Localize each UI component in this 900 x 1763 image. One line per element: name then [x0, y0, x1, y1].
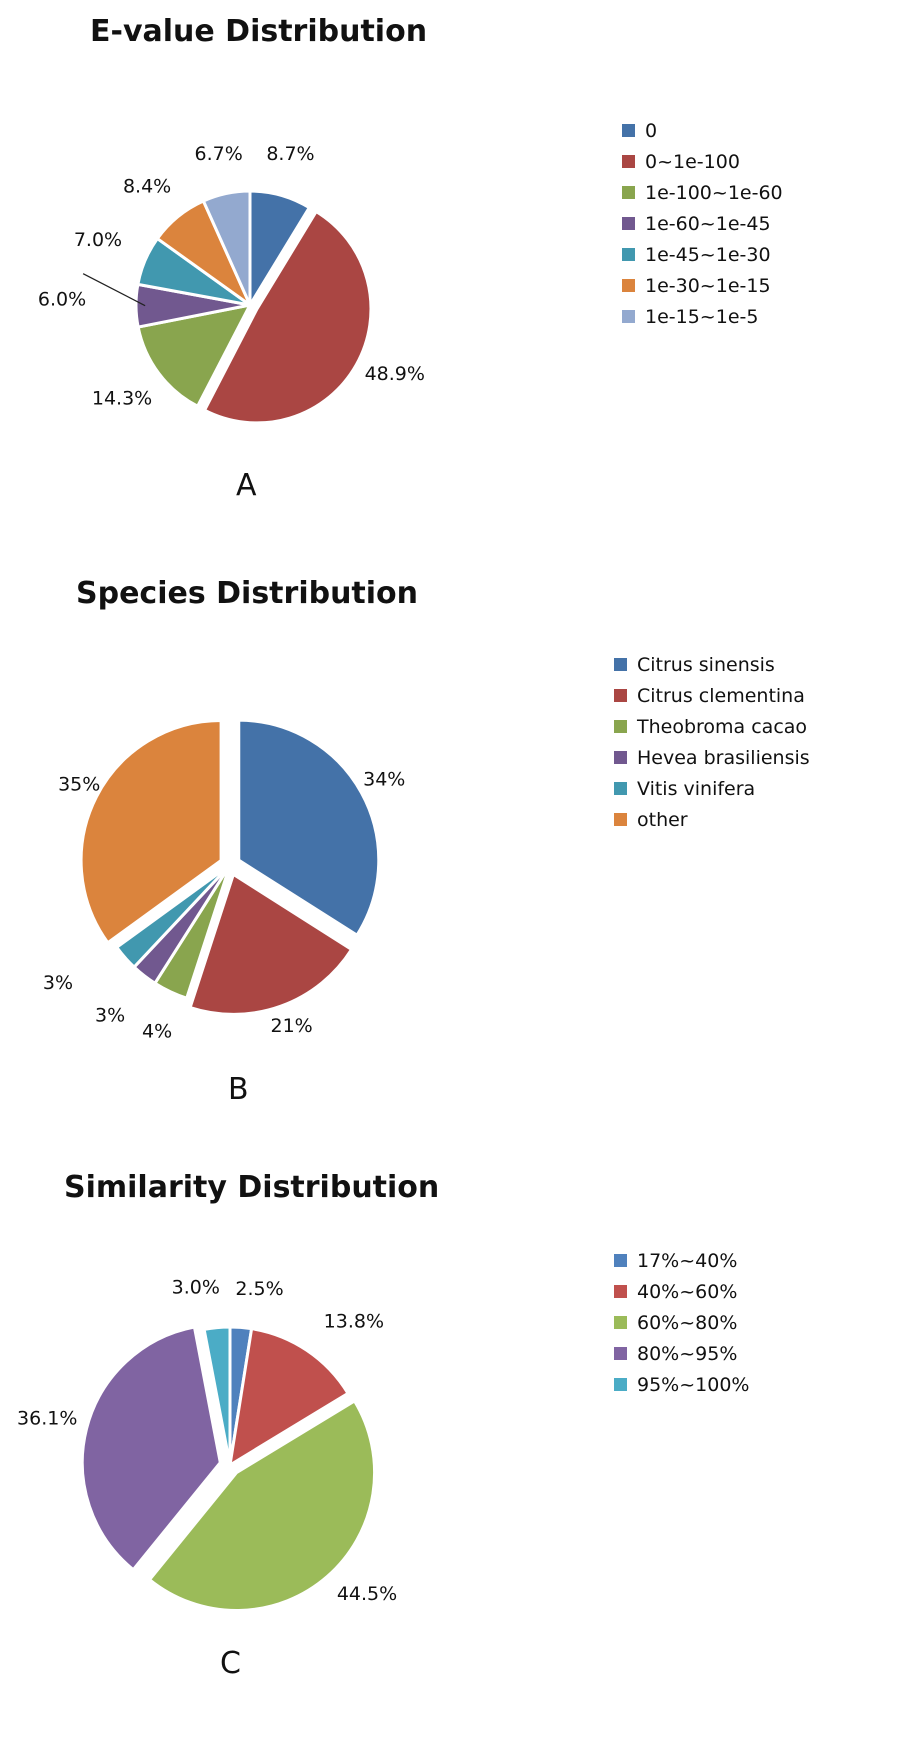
legend-item: 1e-60~1e-45	[622, 208, 783, 239]
legend-swatch	[622, 124, 635, 137]
legend-item: 0~1e-100	[622, 146, 783, 177]
panel-label: A	[236, 468, 257, 503]
pie-slice-2	[136, 303, 252, 408]
legend-item: 95%~100%	[614, 1369, 749, 1400]
data-label-0: 34%	[363, 769, 405, 791]
similarity-chart-panel: Similarity Distribution 2.5% 13.8% 44.5% 36…	[0, 1160, 900, 1763]
legend-label: Hevea brasiliensis	[637, 746, 810, 769]
legend-label: Theobroma cacao	[637, 715, 808, 738]
data-label-1: 13.8%	[324, 1311, 384, 1333]
legend-label: 1e-15~1e-5	[645, 305, 759, 328]
legend-swatch	[614, 813, 627, 826]
legend-label: 1e-60~1e-45	[645, 212, 771, 235]
data-label-0: 8.7%	[266, 143, 314, 165]
chart-title: E-value Distribution	[90, 14, 428, 49]
legend-label: 1e-30~1e-15	[645, 274, 771, 297]
leader-line	[82, 273, 146, 307]
data-label-3: 36.1%	[17, 1407, 77, 1429]
legend-swatch	[614, 1347, 627, 1360]
legend-swatch	[614, 720, 627, 733]
species-pie-chart: 34% 21% 4% 3% 3% 35%	[43, 718, 405, 1043]
legend-item: Citrus sinensis	[614, 649, 810, 680]
legend-swatch	[622, 279, 635, 292]
data-label-3: 3%	[95, 1005, 125, 1027]
legend-swatch	[614, 751, 627, 764]
panel-label: C	[220, 1646, 241, 1681]
legend-swatch	[622, 248, 635, 261]
legend-item: Vitis vinifera	[614, 773, 810, 804]
pie-slice-1	[188, 872, 354, 1016]
species-legend: Citrus sinensis Citrus clementina Theobrom…	[614, 649, 810, 835]
legend-swatch	[614, 1254, 627, 1267]
legend-label: 0~1e-100	[645, 150, 740, 173]
evalue-chart-panel: E-value Distribution 8.7% 48.9% 14.3% 6.0% 7…	[0, 0, 900, 560]
panel-label: B	[228, 1072, 249, 1107]
legend-label: Citrus clementina	[637, 684, 805, 707]
legend-swatch	[614, 782, 627, 795]
legend-label: 60%~80%	[637, 1311, 738, 1334]
legend-item: Hevea brasiliensis	[614, 742, 810, 773]
legend-item: 1e-30~1e-15	[622, 270, 783, 301]
chart-title: Similarity Distribution	[64, 1170, 440, 1205]
legend-item: 0	[622, 115, 783, 146]
legend-label: 1e-45~1e-30	[645, 243, 771, 266]
legend-swatch	[622, 186, 635, 199]
legend-label: 17%~40%	[637, 1249, 738, 1272]
legend-label: 40%~60%	[637, 1280, 738, 1303]
legend-label: 80%~95%	[637, 1342, 738, 1365]
evalue-pie-chart: 8.7% 48.9% 14.3% 6.0% 7.0% 8.4% 6.7%	[38, 143, 425, 425]
legend-item: 40%~60%	[614, 1276, 749, 1307]
data-label-4: 3.0%	[172, 1276, 220, 1298]
pie-slice-6	[201, 189, 252, 307]
legend-label: 1e-100~1e-60	[645, 181, 783, 204]
data-label-4: 3%	[43, 972, 73, 994]
data-label-0: 2.5%	[235, 1278, 283, 1300]
legend-swatch	[614, 1285, 627, 1298]
legend-label: 95%~100%	[637, 1373, 750, 1396]
legend-swatch	[622, 155, 635, 168]
data-label-3: 6.0%	[38, 288, 86, 310]
data-label-1: 48.9%	[365, 363, 425, 385]
legend-label: 0	[645, 119, 658, 142]
data-label-5: 8.4%	[123, 175, 171, 197]
pie-slice-2	[148, 1399, 377, 1613]
legend-item: 1e-15~1e-5	[622, 301, 783, 332]
legend-item: 80%~95%	[614, 1338, 749, 1369]
data-label-5: 35%	[58, 774, 100, 796]
legend-label: other	[637, 808, 688, 831]
data-label-4: 7.0%	[74, 229, 122, 251]
legend-item: Theobroma cacao	[614, 711, 810, 742]
legend-swatch	[614, 1316, 627, 1329]
pie-slice-1	[228, 1327, 350, 1467]
legend-item: other	[614, 804, 810, 835]
pie-slice-4	[115, 863, 232, 969]
legend-label: Vitis vinifera	[637, 777, 756, 800]
legend-swatch	[614, 1378, 627, 1391]
data-label-6: 6.7%	[195, 143, 243, 165]
similarity-legend: 17%~40% 40%~60% 60%~80% 80%~95% 95%~100%	[614, 1245, 749, 1400]
legend-swatch	[614, 689, 627, 702]
legend-item: 60%~80%	[614, 1307, 749, 1338]
legend-swatch	[622, 217, 635, 230]
data-label-1: 21%	[271, 1015, 313, 1037]
legend-item: 17%~40%	[614, 1245, 749, 1276]
data-label-2: 44.5%	[337, 1583, 397, 1605]
data-label-2: 14.3%	[92, 388, 152, 410]
pie-slice-1	[203, 210, 373, 425]
evalue-legend: 0 0~1e-100 1e-100~1e-60 1e-60~1e-45 1e-45~1e…	[622, 115, 783, 332]
legend-item: 1e-100~1e-60	[622, 177, 783, 208]
species-chart-panel: Species Distribution 34% 21% 4% 3% 3% 35% Cit…	[0, 560, 900, 1160]
legend-swatch	[614, 658, 627, 671]
pie-slice-0	[237, 718, 381, 937]
pie-slice-4	[202, 1325, 232, 1467]
pie-slice-3	[80, 1325, 222, 1572]
legend-item: Citrus clementina	[614, 680, 810, 711]
legend-swatch	[622, 310, 635, 323]
data-label-2: 4%	[142, 1021, 172, 1043]
similarity-pie-chart: 2.5% 13.8% 44.5% 36.1% 3.0%	[17, 1276, 397, 1613]
legend-label: Citrus sinensis	[637, 653, 775, 676]
legend-item: 1e-45~1e-30	[622, 239, 783, 270]
pie-slice-5	[79, 718, 223, 945]
chart-title: Species Distribution	[76, 576, 419, 611]
